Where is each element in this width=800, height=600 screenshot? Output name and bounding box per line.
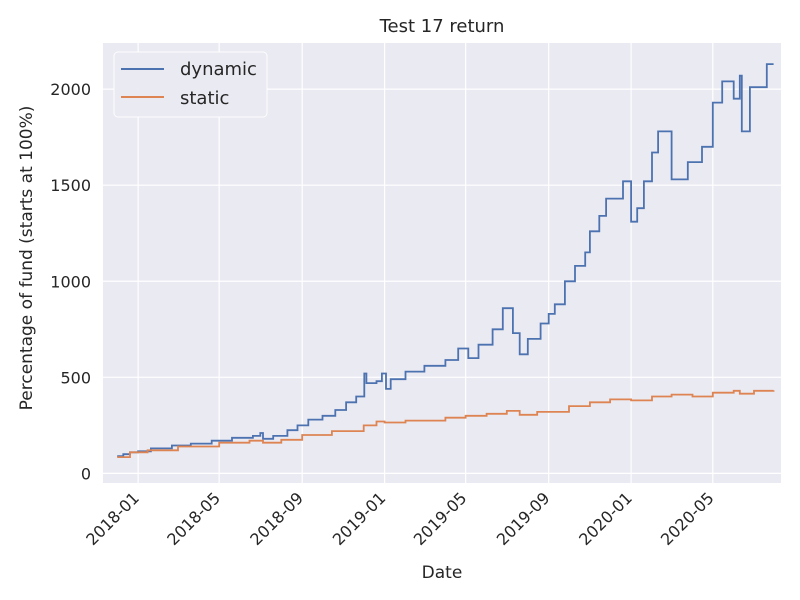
y-tick-label: 0 (81, 464, 91, 483)
y-tick-label: 1000 (50, 272, 91, 291)
legend-label-static: static (180, 88, 229, 109)
chart-title: Test 17 return (379, 16, 505, 37)
y-axis-label: Percentage of fund (starts at 100%) (17, 106, 37, 411)
y-tick-label: 2000 (50, 80, 91, 99)
legend-label-dynamic: dynamic (180, 59, 257, 80)
y-tick-label: 500 (60, 368, 91, 387)
series-line-static (117, 389, 775, 458)
y-tick-label: 1500 (50, 176, 91, 195)
x-axis-label: Date (422, 563, 463, 583)
legend: dynamic static (113, 51, 268, 118)
series-layer (117, 63, 775, 458)
series-line-dynamic (117, 63, 774, 457)
